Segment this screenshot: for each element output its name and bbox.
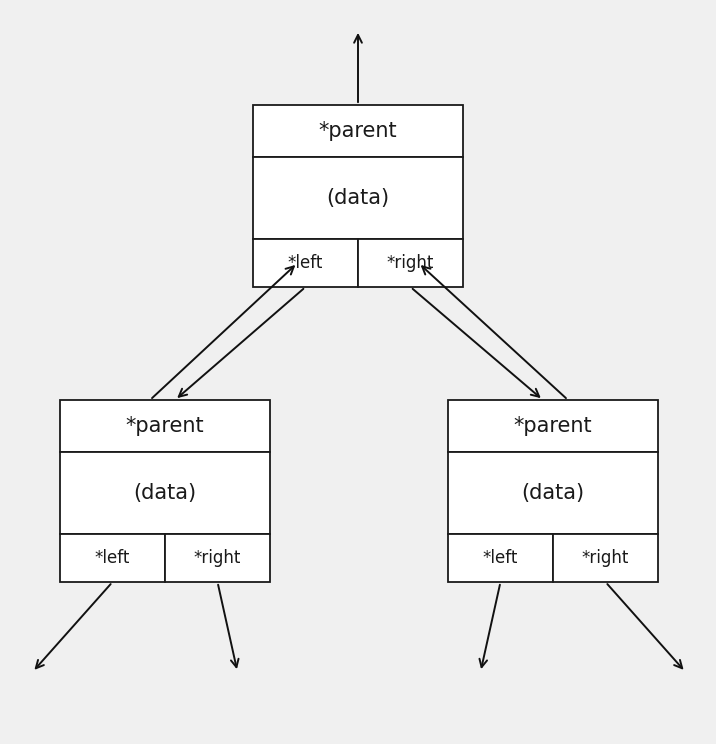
Bar [448,452,658,534]
Text: *parent: *parent [513,416,592,436]
Text: *parent: *parent [319,121,397,141]
Bar [253,105,463,157]
Text: *left: *left [288,254,323,272]
Bar [358,239,463,287]
Bar [448,400,658,452]
Text: *right: *right [194,549,241,567]
Text: (data): (data) [521,483,584,503]
Bar [553,534,658,582]
Bar [448,534,553,582]
Bar [253,157,463,239]
Text: *right: *right [582,549,629,567]
Bar [60,452,270,534]
Text: (data): (data) [326,188,390,208]
Bar [60,400,270,452]
Text: *left: *left [95,549,130,567]
Text: *right: *right [387,254,434,272]
Text: (data): (data) [133,483,197,503]
Text: *left: *left [483,549,518,567]
Bar [60,534,165,582]
Bar [253,239,358,287]
Text: *parent: *parent [126,416,204,436]
Bar [165,534,270,582]
